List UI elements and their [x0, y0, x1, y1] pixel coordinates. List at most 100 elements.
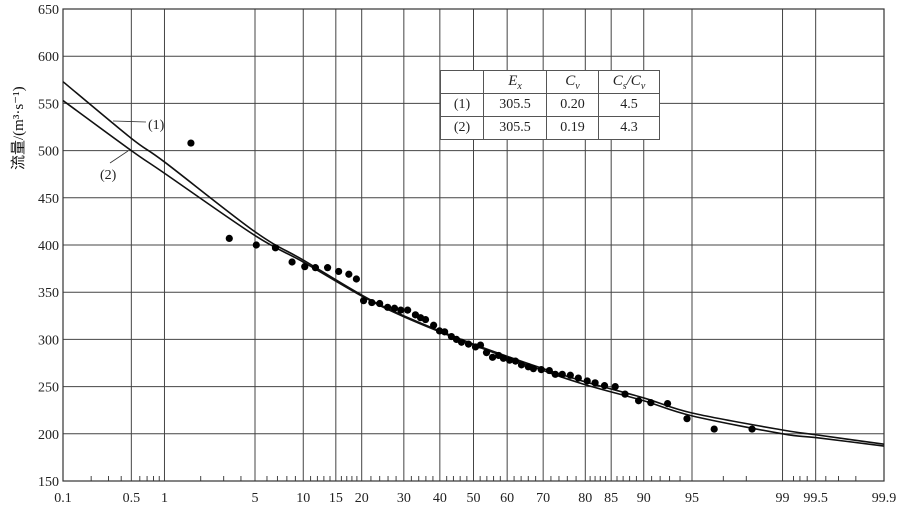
x-tick-label: 90 [637, 491, 651, 506]
x-tick-label: 40 [433, 491, 447, 506]
observed-point [271, 244, 280, 252]
observed-point [647, 399, 655, 407]
cs-cv-value: 4.3 [598, 116, 660, 140]
observed-point [345, 270, 353, 278]
observed-point [352, 275, 360, 283]
x-tick-label: 60 [500, 491, 514, 506]
header-ex: Ex [483, 70, 547, 94]
y-tick-label: 550 [38, 97, 59, 112]
x-tick-label: 99.9 [872, 491, 897, 506]
observed-point [323, 264, 332, 272]
observed-point [591, 379, 599, 387]
cs-cv-value: 4.5 [598, 93, 660, 117]
row-label: (2) [440, 116, 484, 140]
observed-point [404, 306, 412, 314]
observed-point [288, 258, 296, 266]
observed-point [537, 366, 545, 374]
header-cs-cv: Cs/Cv [598, 70, 660, 94]
table-header-row: Ex Cv Cs/Cv [440, 70, 660, 94]
y-tick-label: 200 [38, 428, 59, 443]
observed-point [621, 390, 629, 398]
observed-point [335, 267, 343, 276]
x-tick-label: 99 [776, 491, 790, 506]
cv-value: 0.19 [546, 116, 599, 140]
observed-point [301, 263, 309, 271]
observed-point [574, 374, 582, 382]
curve-1-label: (1) [148, 118, 165, 133]
x-tick-label: 80 [578, 491, 592, 506]
observed-point [368, 298, 376, 307]
parameters-table: Ex Cv Cs/Cv (1) 305.5 0.20 4.5 (2) 305.5… [440, 70, 660, 140]
observed-point [421, 315, 430, 324]
observed-point [359, 297, 368, 305]
observed-point [663, 399, 672, 408]
curve-2-label: (2) [100, 168, 117, 183]
y-tick-label: 600 [38, 50, 59, 65]
y-axis-label-text: 流量/(m³·s⁻¹) [11, 86, 27, 170]
curve-2-leader [109, 150, 129, 164]
x-tick-label: 5 [252, 491, 259, 506]
y-tick-label: 500 [38, 145, 59, 160]
observed-point [252, 241, 260, 249]
observed-point [566, 371, 574, 379]
y-tick-label: 250 [38, 381, 59, 396]
observed-point [511, 357, 520, 365]
x-tick-label: 99.5 [803, 491, 828, 506]
x-tick-label: 95 [685, 491, 699, 506]
observed-point [457, 338, 466, 346]
header-cell-empty [440, 70, 484, 94]
observed-point [611, 383, 619, 391]
observed-point [376, 299, 384, 308]
observed-point [558, 370, 566, 378]
observed-point [600, 382, 609, 390]
observed-point [390, 304, 399, 312]
curve-1-leader [112, 120, 147, 123]
observed-point [384, 303, 392, 311]
x-tick-label: 85 [604, 491, 618, 506]
x-tick-label: 30 [397, 491, 411, 506]
x-tick-label: 20 [355, 491, 369, 506]
table-row: (2) 305.5 0.19 4.3 [440, 116, 660, 140]
x-tick-label: 0.5 [123, 491, 141, 506]
y-tick-label: 650 [38, 3, 59, 18]
y-tick-label: 450 [38, 192, 59, 207]
observed-point [488, 353, 497, 361]
observed-point [710, 425, 718, 433]
observed-point [583, 377, 591, 385]
x-tick-label: 10 [296, 491, 310, 506]
cv-value: 0.20 [546, 93, 599, 117]
observed-point [187, 139, 195, 147]
observed-point [499, 354, 507, 362]
observed-point [397, 306, 405, 314]
observed-point [505, 356, 514, 364]
observed-point [225, 234, 233, 242]
y-tick-label: 400 [38, 239, 59, 254]
header-cv: Cv [546, 70, 599, 94]
observed-point [551, 370, 559, 378]
x-tick-label: 1 [161, 491, 168, 506]
x-tick-label: 50 [467, 491, 481, 506]
y-tick-label: 300 [38, 333, 59, 348]
observed-point [311, 264, 320, 272]
y-tick-label: 350 [38, 286, 59, 301]
table-row: (1) 305.5 0.20 4.5 [440, 93, 660, 117]
observed-point [482, 349, 491, 357]
observed-point [517, 361, 526, 369]
observed-point [634, 397, 643, 405]
x-tick-label: 15 [329, 491, 343, 506]
ex-value: 305.5 [483, 116, 547, 140]
ex-value: 305.5 [483, 93, 547, 117]
row-label: (1) [440, 93, 484, 117]
y-tick-label: 150 [38, 475, 59, 490]
plot-frame [62, 8, 885, 482]
observed-point [683, 415, 691, 423]
observed-point [545, 366, 553, 375]
observed-point [476, 341, 485, 349]
observed-point [748, 425, 756, 433]
x-tick-label: 0.1 [54, 491, 72, 506]
observed-point [430, 321, 438, 329]
observed-point [464, 340, 473, 348]
observed-point [441, 328, 449, 336]
observed-point [529, 365, 538, 373]
